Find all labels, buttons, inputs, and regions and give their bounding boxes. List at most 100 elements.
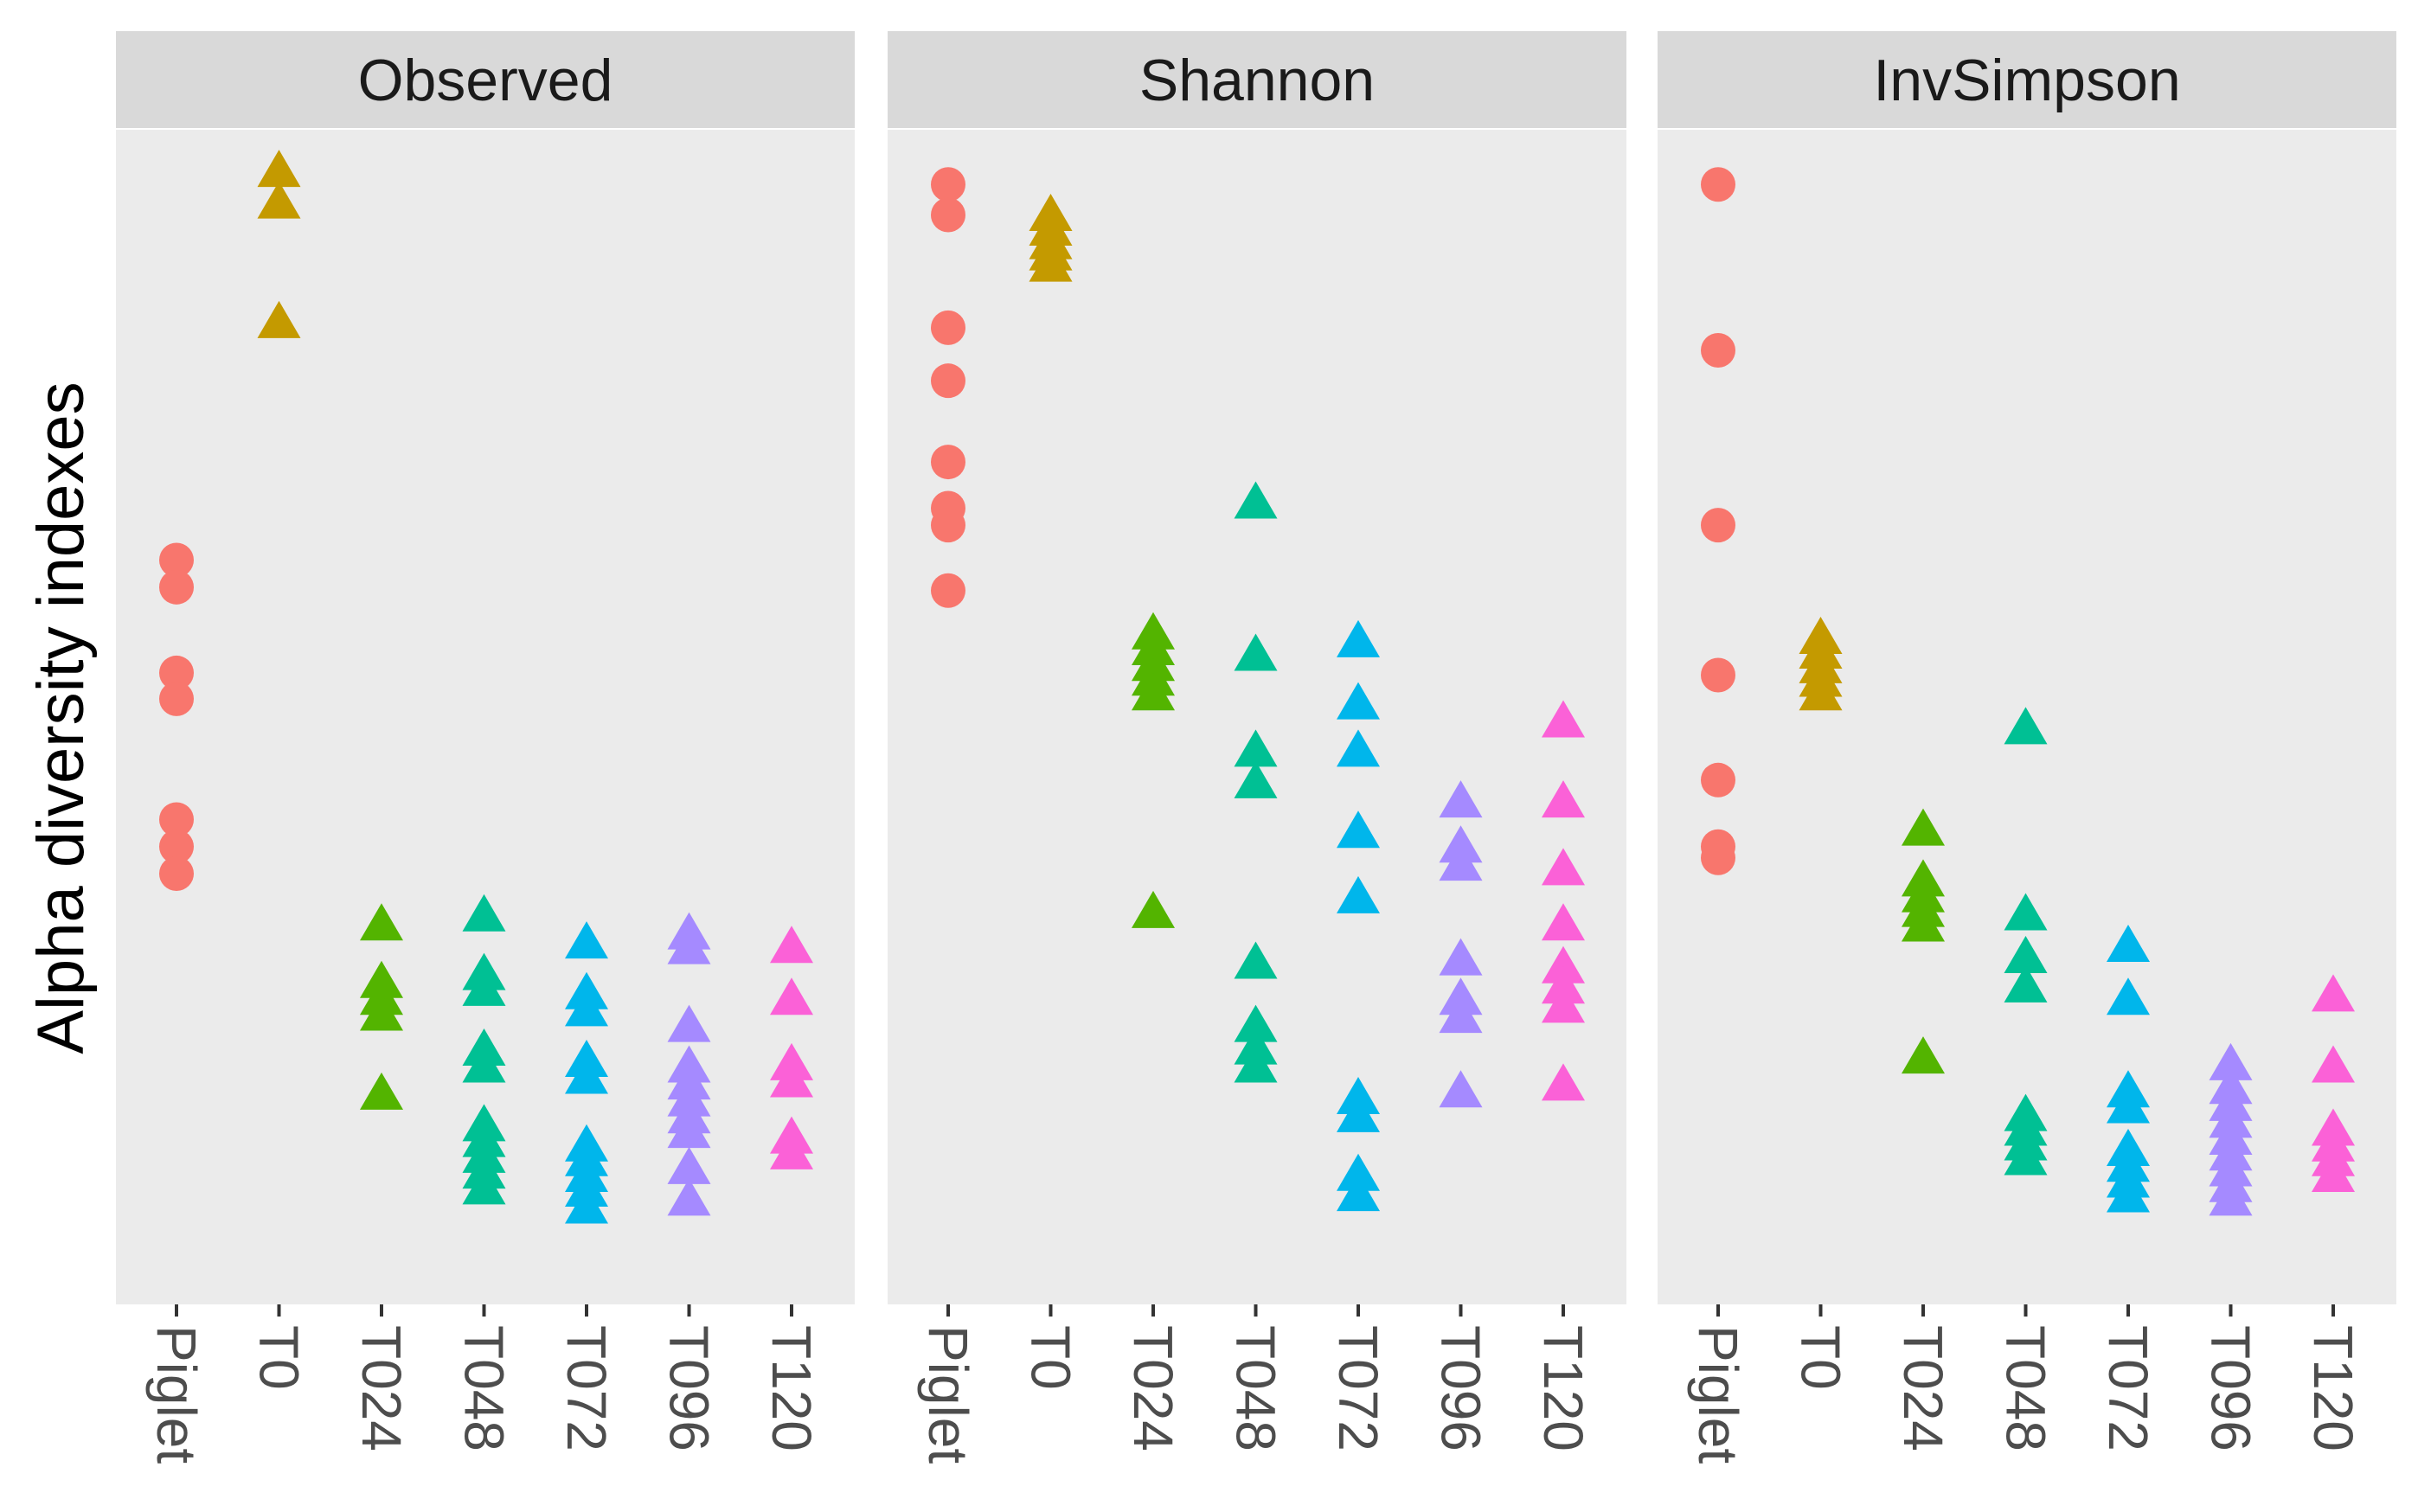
point-t072-7	[2107, 1175, 2150, 1213]
point-t120-1	[1542, 780, 1585, 818]
x-tick-label: T0	[1790, 1325, 1852, 1390]
x-tick-label: Piglet	[917, 1325, 979, 1464]
point-piglet-6	[931, 508, 965, 543]
x-tick-label: T096	[658, 1325, 721, 1451]
point-piglet-2	[1701, 508, 1735, 543]
point-t072-2	[565, 989, 608, 1027]
point-t024-0	[1902, 808, 1945, 846]
point-t048-0	[2004, 707, 2048, 745]
point-t120-6	[1542, 985, 1585, 1023]
x-tick-label: Piglet	[145, 1325, 208, 1464]
point-t072-9	[565, 1186, 608, 1224]
point-t072-0	[2107, 924, 2150, 962]
point-t120-5	[770, 1131, 813, 1169]
point-t120-0	[1542, 700, 1585, 738]
point-t096-1	[667, 926, 711, 964]
point-t120-5	[1542, 966, 1585, 1004]
point-t024-3	[360, 993, 403, 1031]
point-t0-0	[257, 150, 301, 188]
panel-background	[888, 130, 1626, 1304]
point-t0-4	[1799, 673, 1843, 711]
point-piglet-2	[159, 655, 194, 690]
point-piglet-1	[1701, 332, 1735, 368]
x-tick-label: T024	[350, 1325, 413, 1451]
x-tick-label: T024	[1892, 1325, 1954, 1451]
point-t024-0	[360, 903, 403, 941]
point-t048-0	[1234, 481, 1278, 519]
point-t072-6	[1337, 1094, 1380, 1132]
point-t096-6	[1439, 1070, 1483, 1108]
point-t096-8	[2209, 1178, 2253, 1216]
point-t096-7	[667, 1111, 711, 1149]
point-t048-0	[462, 894, 506, 932]
point-t048-3	[2004, 964, 2048, 1003]
point-t072-3	[1337, 810, 1380, 849]
point-t048-7	[1234, 1045, 1278, 1083]
point-piglet-1	[159, 569, 194, 605]
facet-strip-title: Shannon	[1139, 48, 1375, 113]
point-piglet-2	[931, 310, 965, 345]
facet-strip	[116, 31, 855, 128]
point-piglet-4	[1701, 762, 1735, 798]
point-t024-5	[1132, 890, 1175, 928]
point-t048-5	[1234, 1004, 1278, 1042]
point-t072-3	[2107, 1086, 2150, 1124]
x-tick-label: T048	[1995, 1325, 2057, 1451]
point-t048-2	[1234, 729, 1278, 767]
x-tick-label: T096	[2200, 1325, 2262, 1451]
point-t096-0	[2209, 1042, 2253, 1080]
point-piglet-0	[1701, 167, 1735, 202]
point-piglet-4	[159, 802, 194, 837]
x-tick-label: T096	[1430, 1325, 1492, 1451]
point-t072-8	[1337, 1174, 1380, 1212]
point-t0-4	[1029, 244, 1073, 282]
facet-strip-title: InvSimpson	[1873, 48, 2180, 113]
point-t096-9	[667, 1178, 711, 1216]
point-t048-2	[2004, 936, 2048, 974]
point-t120-5	[2312, 1155, 2355, 1193]
point-t096-0	[1439, 780, 1483, 818]
x-tick-label: T048	[453, 1325, 516, 1451]
x-tick-label: T072	[2097, 1325, 2159, 1451]
x-tick-label: T0	[1020, 1325, 1082, 1390]
point-t096-8	[667, 1146, 711, 1184]
point-t024-4	[360, 1072, 403, 1110]
x-tick-label: T120	[760, 1325, 823, 1451]
point-t024-4	[1902, 904, 1945, 942]
point-piglet-3	[1701, 657, 1735, 693]
point-piglet-3	[931, 363, 965, 399]
point-piglet-5	[159, 829, 194, 864]
point-t048-7	[2004, 1137, 2048, 1176]
point-t120-1	[770, 977, 813, 1015]
point-t024-4	[1132, 673, 1175, 711]
x-tick-label: T072	[555, 1325, 618, 1451]
point-t072-7	[1337, 1153, 1380, 1191]
point-t096-2	[1439, 843, 1483, 881]
point-t120-2	[1542, 848, 1585, 886]
facet-panel-shannon: Shannon Piglet T0 T024 T048 T072 T096 T120	[888, 31, 1626, 1464]
y-axis-label: Alpha diversity indexes	[24, 381, 98, 1054]
point-piglet-6	[1701, 840, 1735, 875]
point-t096-3	[1439, 938, 1483, 976]
point-t120-0	[2312, 974, 2355, 1012]
point-t096-5	[1439, 996, 1483, 1034]
point-piglet-1	[931, 197, 965, 233]
point-t0-1	[257, 181, 301, 219]
point-t120-3	[770, 1060, 813, 1098]
point-piglet-6	[159, 856, 194, 892]
point-t0-2	[257, 300, 301, 338]
point-t120-7	[1542, 1063, 1585, 1101]
x-tick-label: T0	[248, 1325, 311, 1390]
facet-strip	[1658, 31, 2396, 128]
point-piglet-3	[159, 681, 194, 716]
point-t048-4	[462, 1045, 506, 1083]
point-t072-0	[565, 921, 608, 959]
x-tick-label: T024	[1122, 1325, 1184, 1451]
x-tick-label: T072	[1327, 1325, 1389, 1451]
point-t072-4	[1337, 875, 1380, 913]
facet-panel-invsimpson: InvSimpson Piglet T0 T024 T048 T072 T096 T120	[1658, 31, 2396, 1464]
point-piglet-7	[931, 573, 965, 608]
point-t048-1	[2004, 893, 2048, 931]
